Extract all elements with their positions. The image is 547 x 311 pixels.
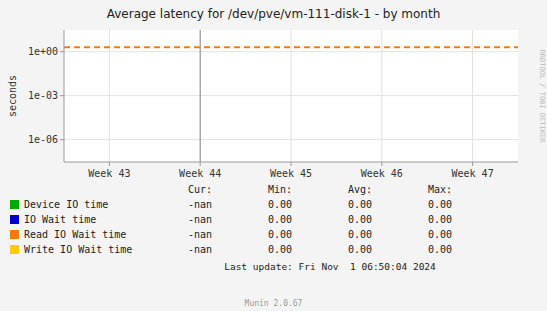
y-tick [60,95,64,96]
grid-line [381,30,382,162]
table-value: -nan [188,214,212,225]
table-value: -nan [188,229,212,240]
y-tick-label: 1e+00 [28,46,58,57]
legend-label: Device IO time [24,199,108,210]
table-value: 0.00 [428,199,452,210]
table-value: 0.00 [268,214,292,225]
x-tick-label: Week 47 [452,168,494,179]
series-line [64,46,518,48]
y-tick-label: 1e-03 [28,90,58,101]
x-tick [381,162,382,166]
table-header: Avg: [348,184,372,195]
table-header: Cur: [188,184,212,195]
chart: Average latency for /dev/pve/vm-111-disk… [0,0,547,311]
legend-label: Write IO Wait time [24,244,132,255]
y-axis-label: seconds [7,75,18,117]
table-value: 0.00 [348,214,372,225]
side-watermark: RRDTOOL / TOBI OETIKER [538,50,546,144]
separator-line [200,30,201,162]
table-value: -nan [188,199,212,210]
table-value: 0.00 [268,244,292,255]
table-value: 0.00 [348,199,372,210]
table-header: Max: [428,184,452,195]
table-value: 0.00 [428,229,452,240]
table-value: 0.00 [348,244,372,255]
y-tick [60,51,64,52]
grid-line [472,30,473,162]
x-tick [472,162,473,166]
table-value: 0.00 [428,244,452,255]
grid-line [200,30,201,162]
x-tick [291,162,292,166]
legend-swatch [10,230,19,239]
x-tick-label: Week 46 [361,168,403,179]
legend-swatch [10,200,19,209]
marks [64,30,518,162]
watermark: Munin 2.0.67 [245,299,303,308]
x-tick-label: Week 44 [179,168,221,179]
table-value: 0.00 [268,229,292,240]
table-value: -nan [188,244,212,255]
plot-area [64,30,518,162]
footer: Last update: Fri Nov 1 06:50:04 2024 [224,261,436,272]
legend-swatch [10,215,19,224]
x-tick [109,162,110,166]
background [0,0,547,311]
y-tick [60,139,64,140]
table-value: 0.00 [348,229,372,240]
table-value: 0.00 [268,199,292,210]
legend-swatch [10,245,19,254]
x-tick [200,162,201,166]
x-tick-label: Week 43 [88,168,130,179]
legend-label: IO Wait time [24,214,96,225]
title: Average latency for /dev/pve/vm-111-disk… [107,7,441,21]
table-value: 0.00 [428,214,452,225]
y-tick-label: 1e-06 [28,134,58,145]
grid-line [109,30,110,162]
grid-line [291,30,292,162]
table-header: Min: [268,184,292,195]
x-tick-label: Week 45 [270,168,312,179]
legend-label: Read IO Wait time [24,229,126,240]
